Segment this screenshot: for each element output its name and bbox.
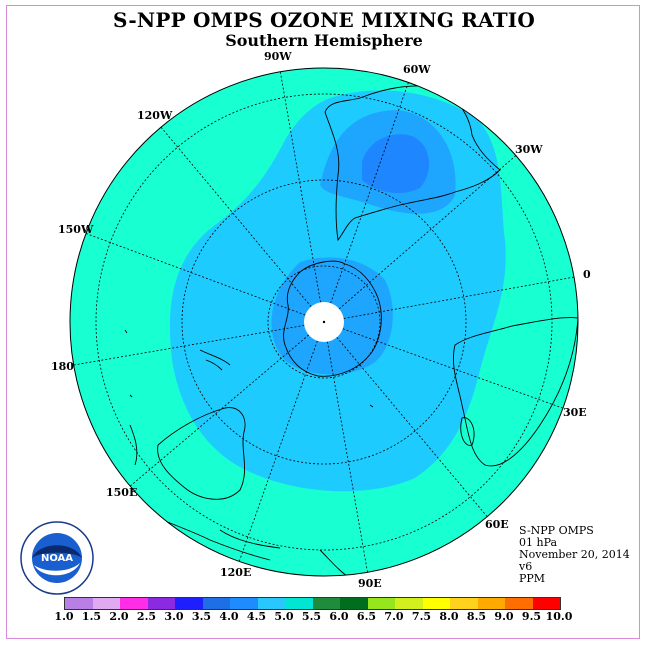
colorbar-tick-label: 7.0 xyxy=(384,610,404,623)
colorbar-tick-label: 3.0 xyxy=(164,610,184,623)
colorbar-tick-label: 4.0 xyxy=(219,610,239,623)
colorbar-swatch xyxy=(202,598,230,609)
colorbar-swatch xyxy=(395,598,423,609)
lon-label-0: 0 xyxy=(583,268,591,281)
colorbar xyxy=(64,597,561,610)
coastlines xyxy=(124,85,578,576)
ozone-region-3-5 xyxy=(362,134,430,194)
colorbar-swatch xyxy=(92,598,120,609)
colorbar-tick-label: 6.0 xyxy=(329,610,349,623)
colorbar-tick-label: 2.5 xyxy=(136,610,157,623)
colorbar-swatch xyxy=(532,598,560,609)
colorbar-swatch xyxy=(230,598,258,609)
lon-label-60e: 60E xyxy=(485,518,509,531)
lon-label-150w: 150W xyxy=(58,223,94,236)
colorbar-swatch xyxy=(477,598,505,609)
lon-label-150e: 150E xyxy=(106,486,138,499)
colorbar-swatch xyxy=(312,598,340,609)
map-outline xyxy=(69,67,579,577)
lon-label-120e: 120E xyxy=(220,566,252,579)
colorbar-tick-label: 9.5 xyxy=(521,610,542,623)
colorbar-tick-label: 2.0 xyxy=(109,610,129,623)
info-date: November 20, 2014 xyxy=(519,548,630,561)
colorbar-tick-label: 5.0 xyxy=(274,610,294,623)
colorbar-tick-label: 1.0 xyxy=(54,610,74,623)
colorbar-swatch xyxy=(505,598,533,609)
figure-frame xyxy=(6,5,640,639)
colorbar-swatch xyxy=(285,598,313,609)
colorbar-tick-label: 8.5 xyxy=(466,610,487,623)
info-units: PPM xyxy=(519,572,546,585)
noaa-logo: NOAA xyxy=(20,521,94,595)
map-subtitle: Southern Hemisphere xyxy=(225,31,423,50)
info-block: S-NPP OMPS 01 hPa November 20, 2014 v6 P… xyxy=(519,525,630,585)
info-version: v6 xyxy=(519,560,533,573)
colorbar-tick-label: 3.5 xyxy=(191,610,212,623)
colorbar-swatch xyxy=(120,598,148,609)
pole-dots xyxy=(322,320,326,324)
colorbar-tick-label: 10.0 xyxy=(545,610,573,623)
lon-label-90w: 90W xyxy=(264,50,292,63)
lon-label-30e: 30E xyxy=(563,406,587,419)
lon-label-30w: 30W xyxy=(515,143,543,156)
map-title: S-NPP OMPS OZONE MIXING RATIO xyxy=(113,8,535,32)
colorbar-swatch xyxy=(175,598,203,609)
info-instrument: S-NPP OMPS xyxy=(519,524,594,537)
lon-label-60w: 60W xyxy=(403,63,431,76)
colorbar-tick-label: 5.5 xyxy=(301,610,322,623)
colorbar-swatch xyxy=(257,598,285,609)
colorbar-tick-label: 6.5 xyxy=(356,610,377,623)
colorbar-swatch xyxy=(367,598,395,609)
colorbar-tick-label: 1.5 xyxy=(81,610,102,623)
info-level: 01 hPa xyxy=(519,536,558,549)
colorbar-swatch xyxy=(147,598,175,609)
colorbar-swatch xyxy=(450,598,478,609)
noaa-logo-text: NOAA xyxy=(41,553,73,564)
lon-label-180: 180 xyxy=(51,360,74,373)
colorbar-swatch xyxy=(422,598,450,609)
graticule xyxy=(70,69,578,576)
lon-label-120w: 120W xyxy=(137,109,173,122)
colorbar-tick-label: 7.5 xyxy=(411,610,432,623)
colorbar-tick-label: 9.0 xyxy=(494,610,514,623)
colorbar-tick-label: 4.5 xyxy=(246,610,267,623)
lon-label-90e: 90E xyxy=(358,577,382,590)
colorbar-tick-label: 8.0 xyxy=(439,610,459,623)
colorbar-swatch xyxy=(340,598,368,609)
colorbar-swatch xyxy=(65,598,93,609)
